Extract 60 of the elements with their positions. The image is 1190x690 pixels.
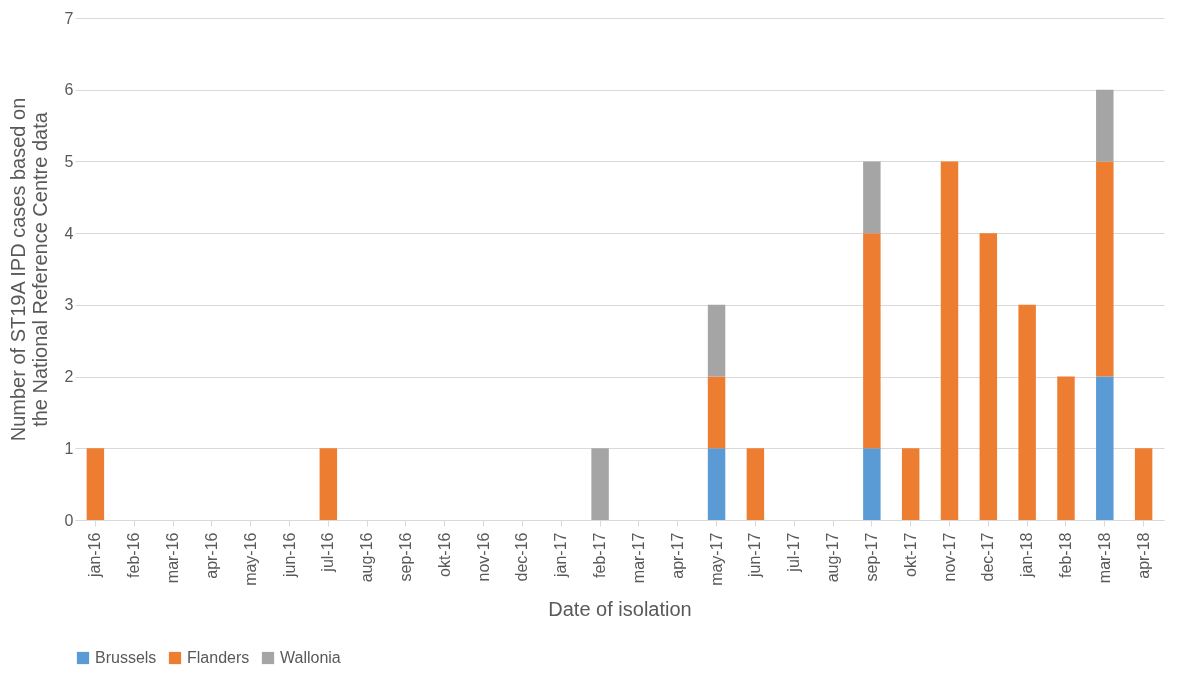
- x-tick-label: apr-17: [668, 532, 686, 579]
- x-tick-label: jul-16: [319, 532, 337, 573]
- x-tick-label: jun-16: [280, 532, 298, 578]
- bar: [1134, 448, 1153, 520]
- bar: [1096, 376, 1114, 520]
- y-tick-label: 5: [64, 152, 74, 170]
- x-tick-label: feb-18: [1056, 532, 1074, 578]
- bar: [707, 448, 726, 520]
- bar: [746, 448, 765, 520]
- x-tick-label: okt-16: [435, 532, 453, 577]
- bar: [863, 233, 881, 449]
- bar: [901, 448, 920, 520]
- bar: [863, 448, 881, 520]
- x-tick-label: jan-16: [86, 532, 104, 578]
- y-axis-title: Number of ST19A IPD cases based on the National Reference Centre data: [6, 97, 51, 442]
- bar: [1096, 89, 1114, 162]
- x-tick-label: aug-16: [358, 532, 376, 583]
- y-tick-label: 2: [64, 368, 74, 386]
- x-tick-label: feb-17: [591, 532, 609, 578]
- x-axis-title: Date of isolation: [548, 597, 692, 620]
- x-tick-label: nov-17: [940, 532, 958, 582]
- bar: [940, 161, 959, 520]
- x-tick-label: jun-17: [746, 532, 764, 578]
- x-tick-label: jul-17: [785, 532, 803, 573]
- bar: [1018, 304, 1036, 520]
- legend-label: Wallonia: [280, 649, 341, 666]
- bar: [707, 376, 726, 449]
- bar: [707, 304, 726, 377]
- y-tick-label: 4: [64, 224, 74, 242]
- x-tick-label: jan-18: [1018, 532, 1036, 578]
- y-tick-label: 1: [64, 439, 74, 457]
- y-tick-label: 0: [64, 511, 74, 529]
- x-tick-label: feb-16: [125, 532, 143, 578]
- x-tick-label: may-17: [707, 532, 725, 586]
- bar: [863, 161, 881, 234]
- x-tick-label: nov-16: [474, 532, 492, 582]
- y-tick-label: 6: [64, 81, 74, 99]
- bar: [591, 448, 609, 520]
- x-tick-label: mar-16: [164, 532, 182, 584]
- x-tick-label: jan-17: [552, 532, 570, 578]
- x-tick-label: sep-16: [396, 532, 414, 582]
- x-tick-label: apr-18: [1134, 532, 1152, 579]
- x-tick-label: sep-17: [862, 532, 880, 582]
- x-tick-label: mar-17: [629, 532, 647, 584]
- x-tick-label: may-16: [241, 532, 259, 586]
- x-tick-label: apr-16: [202, 532, 220, 579]
- y-tick-label: 7: [64, 9, 74, 27]
- x-tick-label: aug-17: [824, 532, 842, 583]
- x-tick-label: dec-16: [513, 532, 531, 582]
- y-tick-label: 3: [64, 296, 74, 314]
- x-tick-label: dec-17: [979, 532, 997, 582]
- bar: [1057, 376, 1075, 520]
- bar: [1096, 161, 1114, 377]
- bar: [319, 448, 338, 520]
- legend-label: Brussels: [95, 649, 157, 666]
- bar: [979, 233, 998, 520]
- legend-label: Flanders: [187, 649, 250, 666]
- x-tick-label: okt-17: [901, 532, 919, 577]
- x-tick-label: mar-18: [1095, 532, 1113, 584]
- bar: [86, 448, 105, 520]
